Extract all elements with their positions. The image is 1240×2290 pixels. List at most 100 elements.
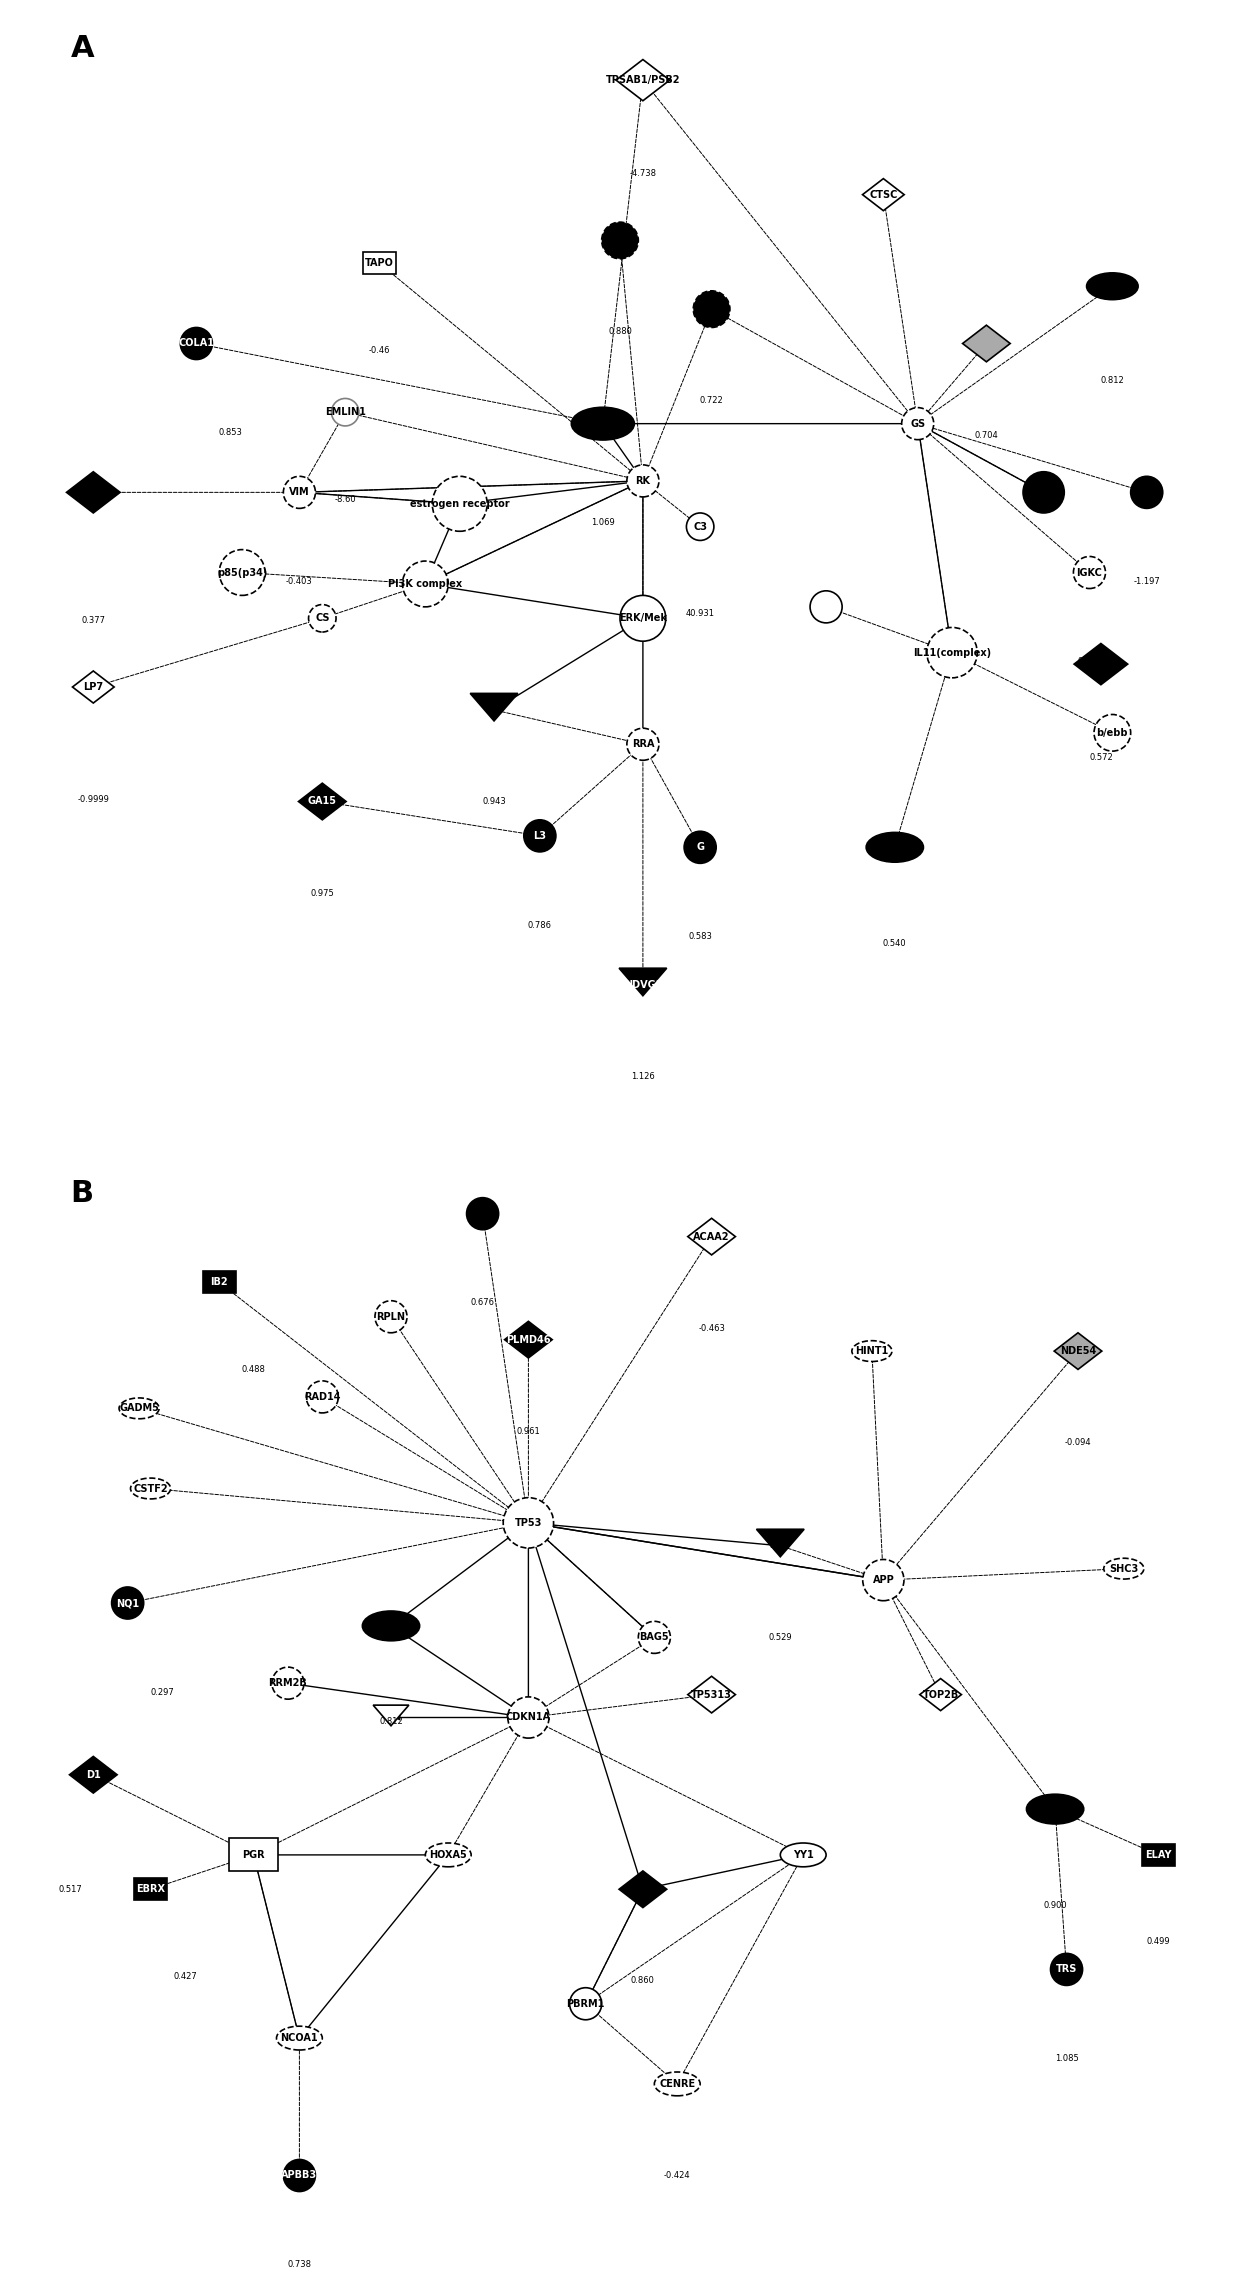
Text: IL11(complex): IL11(complex) [913, 648, 991, 657]
Text: D1: D1 [86, 1770, 100, 1779]
Text: 0.507: 0.507 [1078, 657, 1101, 666]
Circle shape [687, 513, 714, 540]
Text: SHC3: SHC3 [1109, 1564, 1138, 1573]
Ellipse shape [277, 2027, 322, 2050]
Ellipse shape [425, 1843, 471, 1866]
Circle shape [601, 222, 639, 259]
Circle shape [1050, 1953, 1083, 1985]
Text: HOXA5: HOXA5 [429, 1850, 467, 1859]
Text: 0.975: 0.975 [310, 889, 334, 898]
Text: PI3K complex: PI3K complex [388, 579, 463, 589]
Text: 0.297: 0.297 [150, 1688, 174, 1697]
Circle shape [1074, 556, 1106, 589]
FancyBboxPatch shape [134, 1878, 167, 1901]
Text: -0.463: -0.463 [698, 1324, 725, 1333]
Text: GA15: GA15 [308, 797, 337, 806]
Text: VIM: VIM [289, 488, 310, 497]
Text: GADM5: GADM5 [119, 1404, 159, 1413]
Circle shape [306, 1381, 339, 1413]
Circle shape [331, 398, 358, 426]
Polygon shape [616, 60, 670, 101]
Circle shape [901, 408, 934, 440]
Text: ERK/Mek: ERK/Mek [619, 614, 667, 623]
Circle shape [284, 476, 315, 508]
Text: TP53: TP53 [515, 1518, 542, 1527]
Text: 1.126: 1.126 [631, 1072, 655, 1081]
Polygon shape [756, 1530, 804, 1557]
Text: NDE54: NDE54 [1060, 1347, 1096, 1356]
Circle shape [466, 1198, 498, 1230]
Circle shape [523, 820, 556, 852]
Text: GS: GS [910, 419, 925, 428]
Text: RK: RK [635, 476, 651, 485]
Text: IB2: IB2 [211, 1278, 228, 1287]
Text: 0.722: 0.722 [699, 396, 723, 405]
Text: 0.517: 0.517 [58, 1885, 82, 1894]
Text: 0.786: 0.786 [528, 921, 552, 930]
Text: CDKN1A: CDKN1A [506, 1713, 551, 1722]
Text: NCOA1: NCOA1 [280, 2034, 319, 2043]
Text: C3: C3 [693, 522, 707, 531]
Text: PLMD46: PLMD46 [506, 1335, 551, 1344]
Text: TP5313: TP5313 [691, 1690, 732, 1699]
Text: b/ebb: b/ebb [1096, 728, 1128, 737]
Text: -0.424: -0.424 [663, 2171, 691, 2180]
Circle shape [627, 728, 658, 760]
Text: -4.738: -4.738 [630, 169, 656, 179]
Text: 0.812: 0.812 [1100, 376, 1125, 385]
Ellipse shape [852, 1340, 892, 1363]
Text: NDVG1: NDVG1 [624, 980, 662, 989]
Circle shape [1094, 714, 1131, 751]
Text: APBB3: APBB3 [281, 2171, 317, 2180]
Text: RAD14: RAD14 [304, 1392, 341, 1401]
Circle shape [926, 627, 977, 678]
Polygon shape [688, 1676, 735, 1713]
Circle shape [684, 831, 717, 863]
Text: -8.60: -8.60 [335, 495, 356, 504]
Polygon shape [1074, 643, 1127, 685]
Text: 0.499: 0.499 [1146, 1937, 1171, 1946]
Ellipse shape [655, 2072, 701, 2095]
Polygon shape [962, 325, 1011, 362]
Circle shape [272, 1667, 304, 1699]
Polygon shape [67, 472, 120, 513]
FancyBboxPatch shape [1142, 1843, 1174, 1866]
Text: 0.676: 0.676 [471, 1298, 495, 1308]
Text: PGR: PGR [242, 1850, 265, 1859]
Text: APP: APP [873, 1576, 894, 1585]
Text: 0.529: 0.529 [769, 1633, 792, 1642]
Ellipse shape [572, 408, 635, 440]
Ellipse shape [119, 1397, 159, 1420]
Circle shape [693, 291, 730, 327]
Circle shape [112, 1587, 144, 1619]
Polygon shape [505, 1321, 552, 1358]
FancyBboxPatch shape [363, 252, 396, 275]
Text: NQ1: NQ1 [117, 1598, 139, 1608]
FancyBboxPatch shape [229, 1839, 278, 1871]
Text: TRS: TRS [1056, 1965, 1078, 1974]
Circle shape [1131, 476, 1163, 508]
Text: LP7: LP7 [83, 682, 103, 692]
Ellipse shape [1086, 273, 1138, 300]
Text: PBRM1: PBRM1 [567, 1999, 605, 2008]
Circle shape [219, 550, 265, 595]
Ellipse shape [780, 1843, 826, 1866]
Ellipse shape [867, 831, 924, 861]
Text: CSTF2: CSTF2 [133, 1484, 167, 1493]
Polygon shape [69, 1756, 117, 1793]
Text: TOP2B: TOP2B [923, 1690, 959, 1699]
Text: 0.812: 0.812 [379, 1718, 403, 1727]
Text: L3: L3 [533, 831, 547, 840]
Ellipse shape [130, 1477, 171, 1500]
Polygon shape [299, 783, 346, 820]
Text: EBRX: EBRX [136, 1885, 165, 1894]
Text: COLA1: COLA1 [179, 339, 215, 348]
Text: 0.572: 0.572 [1089, 753, 1112, 763]
FancyBboxPatch shape [203, 1271, 236, 1294]
Circle shape [620, 595, 666, 641]
Text: 0.943: 0.943 [482, 797, 506, 806]
Text: 40.931: 40.931 [686, 609, 714, 618]
Text: TAPO: TAPO [365, 259, 394, 268]
Text: 0.704: 0.704 [975, 431, 998, 440]
Circle shape [569, 1988, 601, 2020]
